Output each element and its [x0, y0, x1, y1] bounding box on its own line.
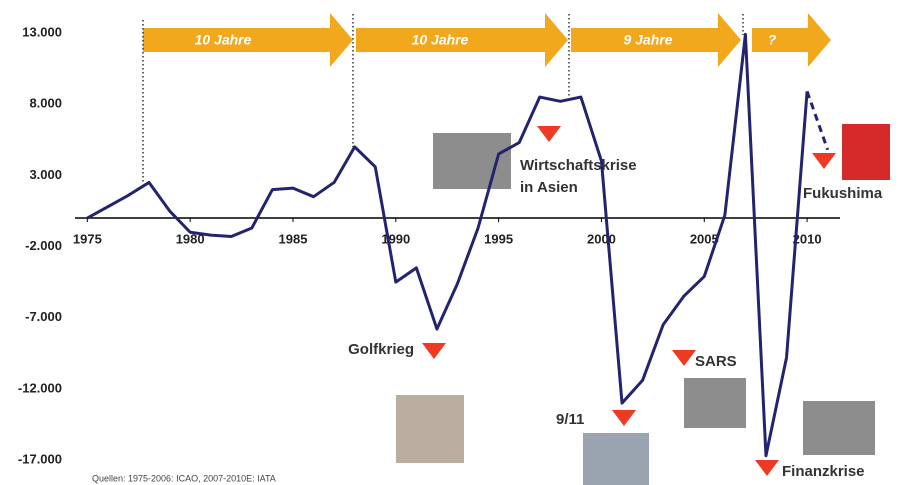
- event-marker: [755, 460, 779, 476]
- event-label: Golfkrieg: [348, 341, 414, 358]
- event-label: Fukushima: [803, 185, 883, 202]
- photo: [433, 133, 511, 189]
- event-label: SARS: [695, 353, 737, 370]
- period-label: ?: [768, 32, 777, 48]
- y-tick-label: 3.000: [29, 167, 62, 182]
- y-tick-label: -12.000: [18, 380, 62, 395]
- event-label: in Asien: [520, 179, 578, 196]
- event-label: 9/11: [556, 411, 584, 428]
- source-note: Quellen: 1975-2006: ICAO, 2007-2010E: IA…: [92, 473, 276, 483]
- event-marker: [672, 350, 696, 366]
- event-marker: [422, 343, 446, 359]
- photo: [396, 395, 464, 463]
- event-marker: [812, 153, 836, 169]
- y-tick-label: 13.000: [22, 24, 62, 39]
- photo: [583, 433, 649, 485]
- arrow: [752, 13, 831, 67]
- period-label: 10 Jahre: [412, 32, 469, 48]
- event-marker: [612, 410, 636, 426]
- y-tick-label: 8.000: [29, 96, 62, 111]
- event-label: Finanzkrise: [782, 463, 865, 480]
- x-tick-label: 2000: [587, 231, 616, 246]
- y-tick-label: -17.000: [18, 451, 62, 466]
- data-line-dashed: [807, 91, 828, 149]
- chart: 10 Jahre 10 Jahre 9 Jahre ? Golfkrieg Wi…: [0, 0, 904, 485]
- photo: [684, 378, 746, 428]
- event-marker: [537, 126, 561, 142]
- event-label: Wirtschaftskrise: [520, 157, 637, 174]
- event-photos: [396, 124, 890, 485]
- y-tick-label: -7.000: [25, 309, 62, 324]
- photo: [803, 401, 875, 455]
- period-label: 10 Jahre: [195, 32, 252, 48]
- x-tick-label: 1985: [279, 231, 308, 246]
- x-tick-label: 1995: [484, 231, 513, 246]
- y-tick-label: -2.000: [25, 238, 62, 253]
- period-label: 9 Jahre: [623, 32, 672, 48]
- x-tick-label: 1975: [73, 231, 102, 246]
- photo: [842, 124, 890, 180]
